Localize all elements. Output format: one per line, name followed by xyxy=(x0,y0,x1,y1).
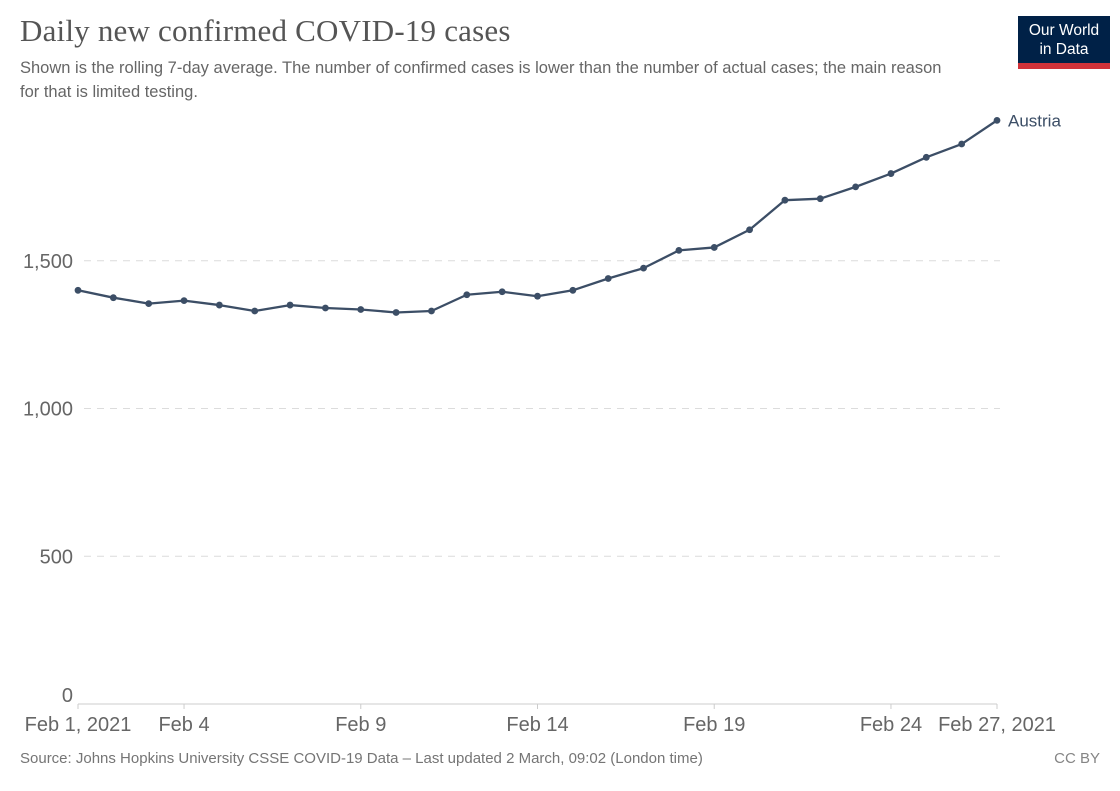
series-line-austria[interactable] xyxy=(76,119,999,314)
data-point[interactable] xyxy=(781,196,789,204)
chart-footer: Source: Johns Hopkins University CSSE CO… xyxy=(20,750,1100,767)
data-point[interactable] xyxy=(392,309,400,316)
y-tick-label: 1,500 xyxy=(23,251,73,273)
chart-subtitle: Shown is the rolling 7-day average. The … xyxy=(20,59,942,102)
y-tick-label: 500 xyxy=(40,546,73,568)
data-point[interactable] xyxy=(463,291,471,299)
data-point[interactable] xyxy=(534,292,541,300)
y-tick-label: 1,000 xyxy=(23,399,73,421)
data-point[interactable] xyxy=(887,170,895,177)
source-note: Source: Johns Hopkins University CSSE CO… xyxy=(20,750,703,767)
data-point[interactable] xyxy=(675,247,683,254)
y-tick-label: 0 xyxy=(62,685,73,707)
data-point[interactable] xyxy=(922,153,930,161)
x-tick-label: Feb 27, 2021 xyxy=(938,714,1056,736)
data-point[interactable] xyxy=(145,300,153,307)
data-point[interactable] xyxy=(993,116,1001,124)
x-tick-label: Feb 9 xyxy=(335,714,386,736)
data-point[interactable] xyxy=(109,294,117,302)
data-point[interactable] xyxy=(74,286,82,294)
owid-logo-line1: Our World xyxy=(1028,22,1100,39)
x-tick-label: Feb 4 xyxy=(158,714,209,736)
x-tick-label: Feb 19 xyxy=(683,714,745,736)
x-tick-label: Feb 14 xyxy=(506,714,568,736)
x-tick-label: Feb 1, 2021 xyxy=(25,714,132,736)
owid-logo[interactable]: Our World in Data xyxy=(1018,16,1110,69)
data-point[interactable] xyxy=(215,301,223,309)
license-label[interactable]: CC BY xyxy=(1054,750,1100,767)
data-point[interactable] xyxy=(852,183,860,191)
data-point[interactable] xyxy=(428,307,435,315)
data-point[interactable] xyxy=(286,301,294,309)
series-label: Austria xyxy=(1008,111,1061,130)
data-point[interactable] xyxy=(322,304,329,312)
data-point[interactable] xyxy=(816,195,824,203)
data-point[interactable] xyxy=(958,140,966,148)
data-point[interactable] xyxy=(710,244,718,251)
data-point[interactable] xyxy=(604,275,612,282)
data-point[interactable] xyxy=(569,286,577,294)
data-point[interactable] xyxy=(498,288,506,296)
x-tick-label: Feb 24 xyxy=(860,714,922,736)
chart-title: Daily new confirmed COVID-19 cases xyxy=(20,13,511,48)
owid-logo-line2: in Data xyxy=(1039,41,1089,58)
data-point[interactable] xyxy=(357,306,365,313)
data-point[interactable] xyxy=(746,226,753,234)
data-point[interactable] xyxy=(251,307,259,315)
data-point[interactable] xyxy=(640,264,647,272)
data-point[interactable] xyxy=(180,297,188,305)
